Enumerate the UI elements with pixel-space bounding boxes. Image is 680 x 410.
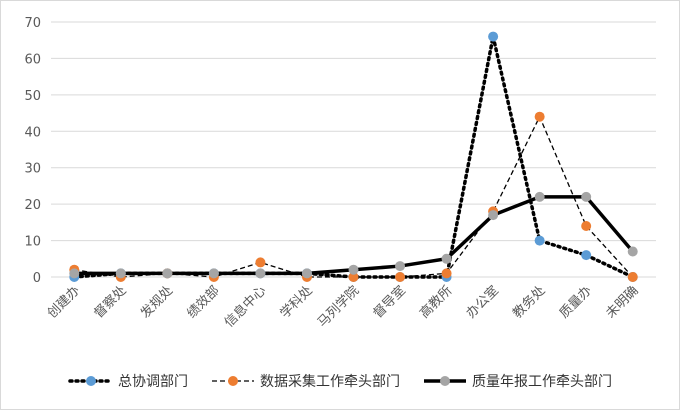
data-point-0	[534, 235, 545, 246]
data-point-2	[255, 268, 266, 279]
legend-item: 数据采集工作牵头部门	[210, 371, 400, 391]
chart-plot: 0 10 20 30 40 50 60 70 创建办 督察处 发规处 绩效部 信息中心 学科处 马列学院 督导…	[24, 16, 656, 331]
data-point-2	[301, 268, 312, 279]
x-tick-label: 马列学院	[314, 283, 362, 331]
legend-marker	[212, 376, 254, 386]
x-tick-label: 督察处	[91, 283, 129, 321]
y-tick-label: 60	[24, 52, 41, 67]
series-line-2	[74, 195, 635, 276]
y-tick-label: 0	[33, 271, 41, 286]
data-point-2	[581, 191, 592, 202]
data-point-2	[348, 264, 359, 275]
data-point-1	[534, 111, 545, 122]
x-tick-label: 质量办	[557, 283, 595, 321]
x-tick-label: 信息中心	[221, 283, 269, 331]
legend-item: 质量年报工作牵头部门	[422, 371, 612, 391]
legend-marker	[424, 376, 466, 386]
y-tick-label: 10	[24, 235, 41, 250]
y-tick-label: 50	[24, 89, 41, 104]
data-point-2	[627, 246, 638, 257]
data-point-2	[534, 191, 545, 202]
data-point-2	[69, 268, 80, 279]
data-point-0	[488, 31, 499, 42]
x-tick-label: 办公室	[463, 283, 502, 322]
legend-item: 总协调部门	[68, 371, 188, 391]
x-tick-label: 教务处	[510, 283, 549, 322]
y-tick-label: 40	[24, 125, 41, 140]
x-tick-label: 高教所	[417, 283, 456, 322]
data-point-1	[581, 221, 592, 231]
legend-label: 总协调部门	[118, 374, 188, 390]
data-point-2	[162, 268, 173, 279]
data-point-2	[115, 268, 126, 279]
x-tick-label: 发规处	[137, 283, 176, 322]
legend-label: 数据采集工作牵头部门	[260, 374, 400, 390]
x-tick-label: 绩效部	[185, 283, 223, 321]
data-point-2	[441, 253, 452, 264]
data-point-2	[208, 268, 219, 279]
y-tick-label: 70	[24, 16, 41, 31]
data-point-1	[627, 272, 638, 282]
data-point-2	[488, 210, 499, 221]
data-point-0	[581, 250, 592, 261]
data-point-2	[395, 261, 406, 272]
data-point-1	[395, 272, 406, 282]
y-tick-label: 30	[24, 162, 41, 177]
data-point-1	[255, 257, 266, 268]
x-tick-label: 学科处	[277, 283, 316, 322]
x-tick-label: 督导室	[370, 283, 409, 322]
x-tick-label: 未明确	[603, 283, 641, 321]
legend: 总协调部门 数据采集工作牵头部门 质量年报工作牵头部门	[1, 371, 679, 391]
x-tick-label: 创建办	[45, 283, 83, 321]
data-point-1	[348, 272, 359, 282]
y-tick-label: 20	[24, 198, 41, 213]
legend-label: 质量年报工作牵头部门	[472, 374, 612, 390]
data-point-1	[441, 268, 452, 279]
legend-marker	[68, 376, 114, 386]
